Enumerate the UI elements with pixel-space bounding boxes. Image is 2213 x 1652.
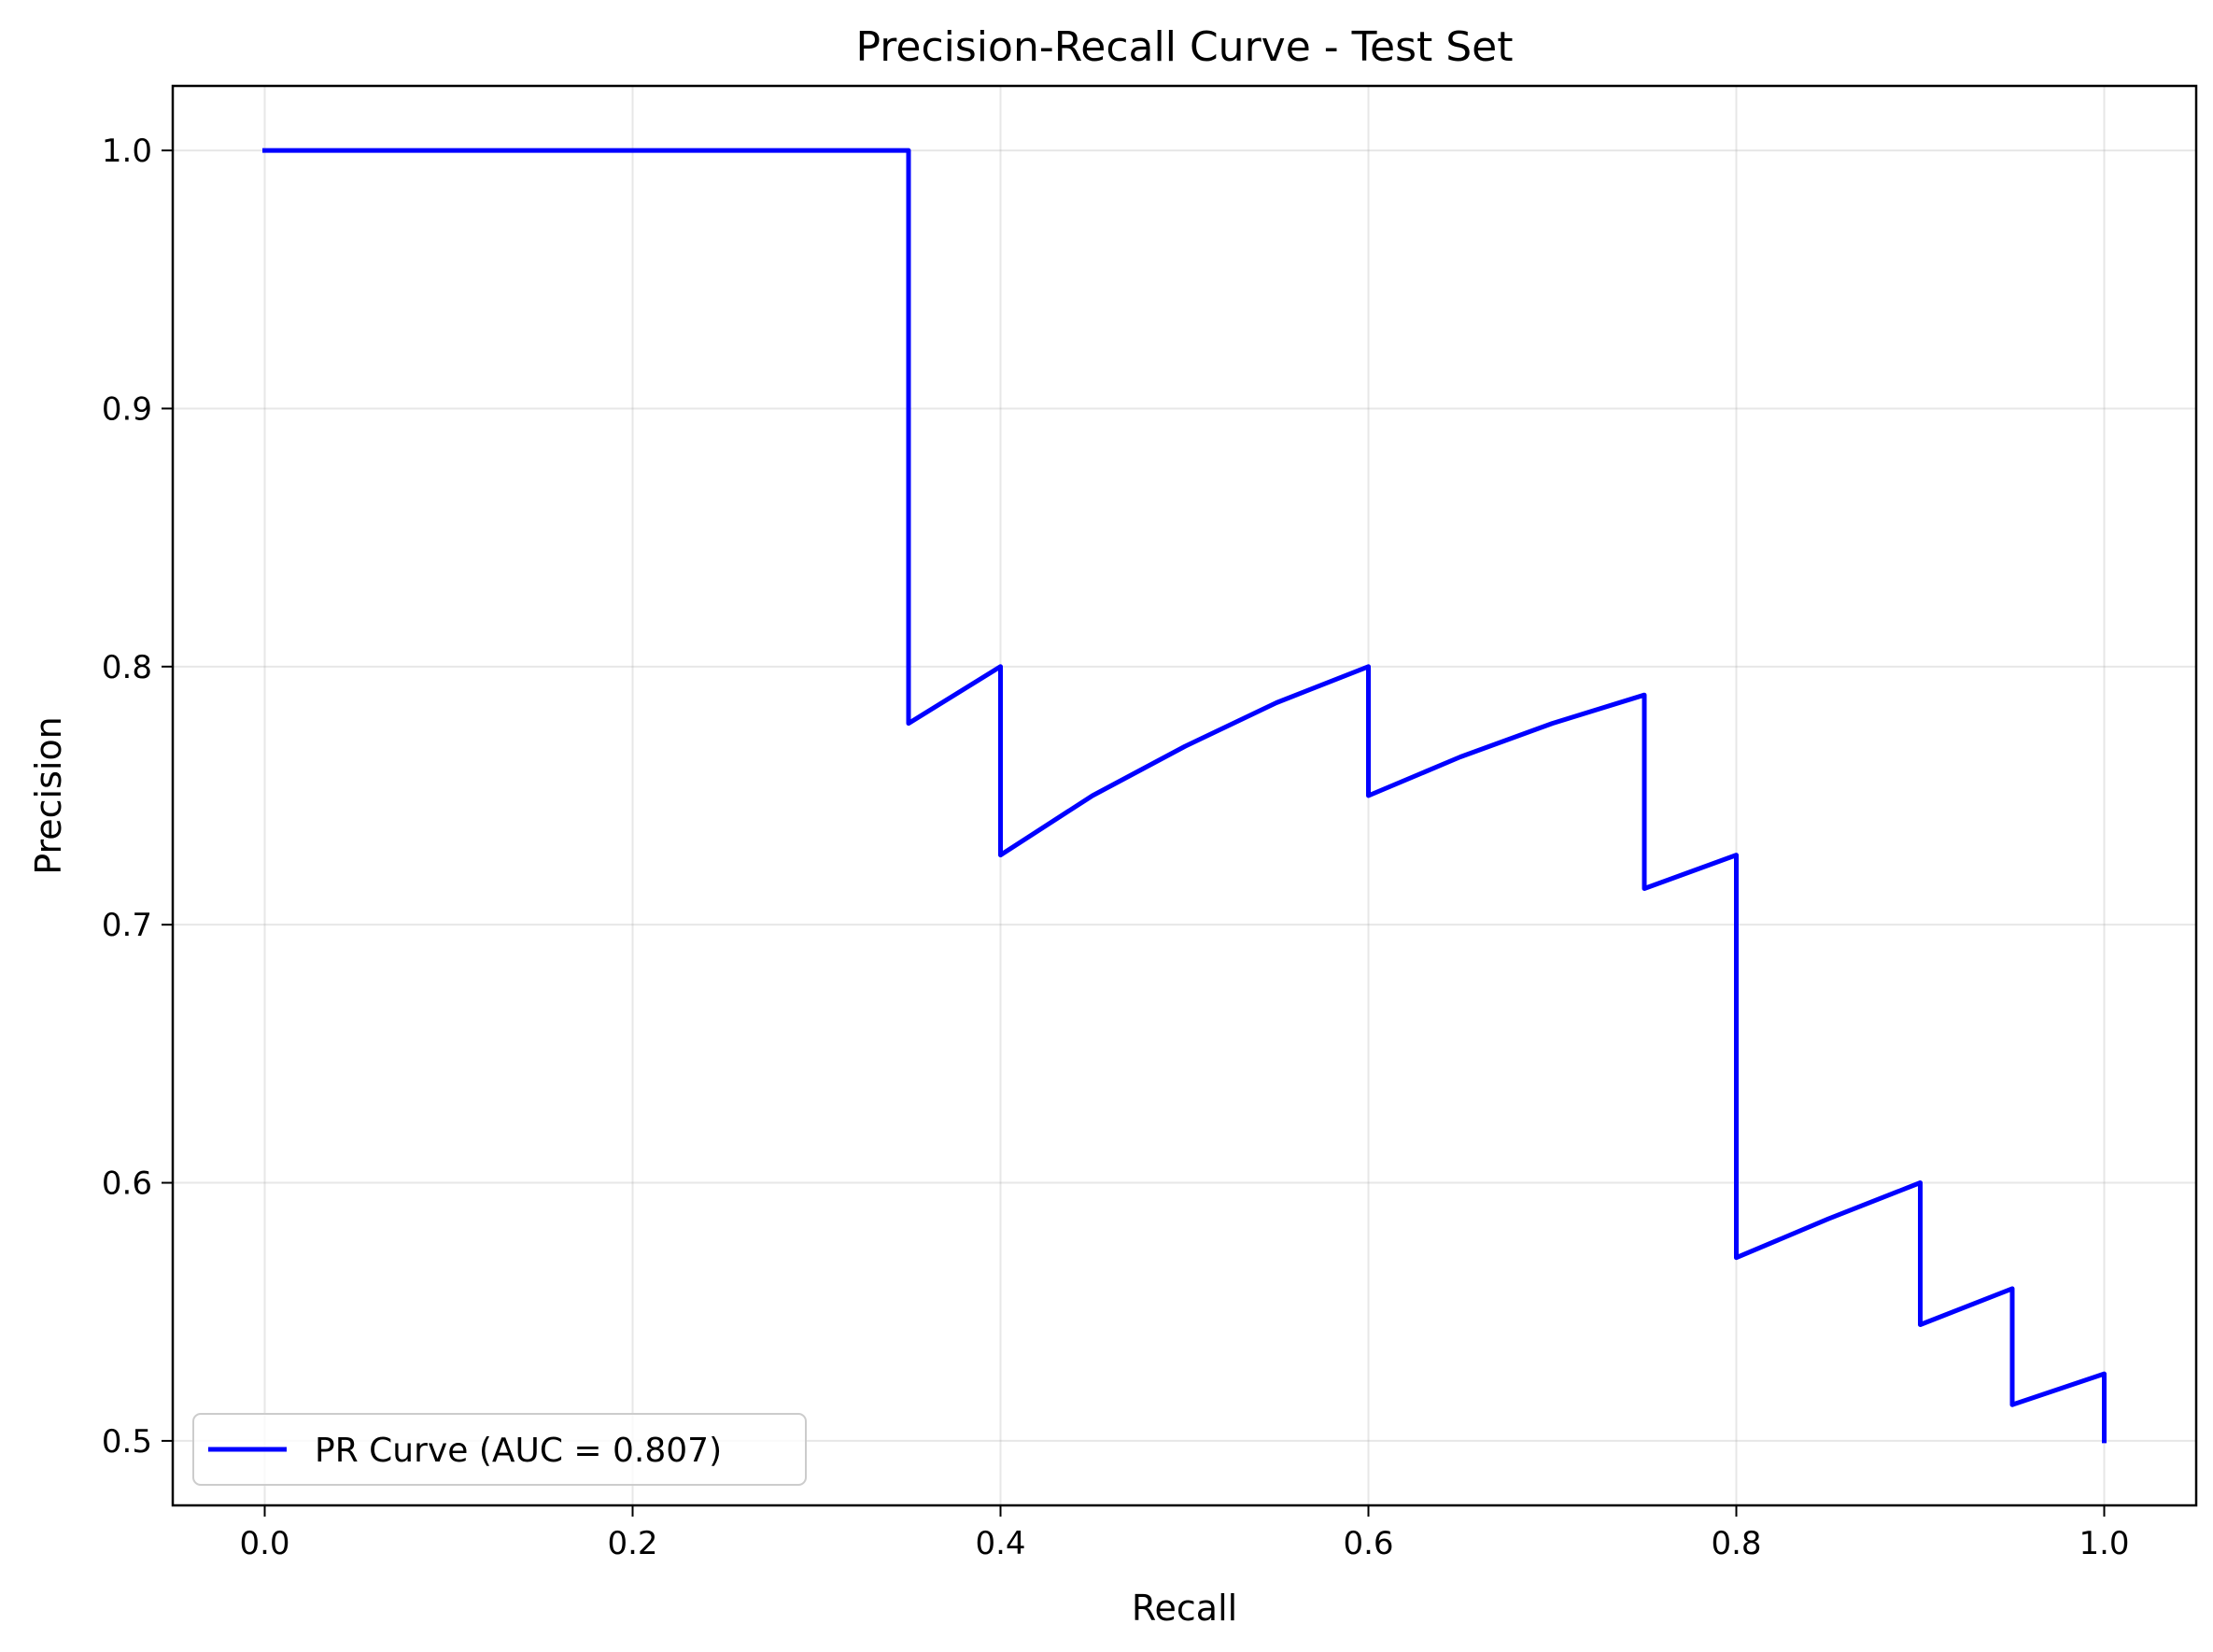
legend: PR Curve (AUC = 0.807) [192,1413,807,1486]
y-axis-label: Precision [28,716,69,875]
x-tick-label: 0.4 [975,1525,1025,1562]
y-tick-label: 1.0 [102,133,152,170]
grid-lines [173,86,2196,1505]
x-tick-label: 0.6 [1343,1525,1393,1562]
y-tick-labels: 0.5 0.6 0.7 0.8 0.9 1.0 [102,133,152,1461]
x-axis-label: Recall [1132,1588,1237,1629]
y-tick-label: 0.6 [102,1165,152,1203]
legend-box [192,1413,807,1486]
x-tick-label: 0.8 [1711,1525,1761,1562]
y-tick-label: 0.7 [102,907,152,944]
tick-marks [162,149,2106,1517]
series-layer [262,148,2107,1444]
y-tick-label: 0.5 [102,1423,152,1461]
legend-label: PR Curve (AUC = 0.807) [315,1432,722,1470]
axes-frame [171,84,2198,1507]
y-tick-label: 0.9 [102,390,152,428]
chart-title: Precision-Recall Curve - Test Set [856,23,1514,71]
y-tick-label: 0.8 [102,649,152,686]
x-tick-label: 0.0 [239,1525,289,1562]
x-tick-label: 0.2 [607,1525,657,1562]
pr-curve-line [262,148,2107,1444]
x-tick-labels: 0.0 0.2 0.4 0.6 0.8 1.0 [239,1525,2129,1562]
x-tick-label: 1.0 [2079,1525,2129,1562]
